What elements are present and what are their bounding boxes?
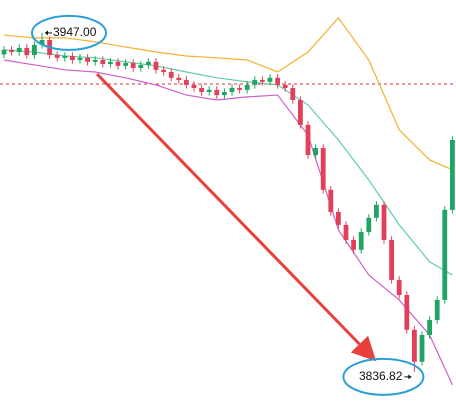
candle-body (214, 89, 220, 96)
candle-body (450, 139, 455, 210)
candle-body (252, 79, 258, 85)
candle-body (222, 91, 227, 96)
candle-body (130, 63, 136, 68)
candle-body (77, 57, 83, 60)
annotation-label: 3836.82 (359, 369, 403, 383)
candle-body (282, 84, 288, 88)
candle-body (62, 55, 68, 58)
candle-body (381, 204, 387, 240)
candle-body (396, 279, 402, 296)
trend-arrow (95, 72, 377, 362)
candle-body (305, 124, 311, 156)
candle-body (229, 87, 235, 92)
candle-body (1, 49, 7, 55)
candle-body (404, 295, 410, 330)
candle-body (206, 89, 212, 92)
candle-body (419, 335, 425, 362)
candle-body (351, 239, 356, 250)
band-line (3, 16, 453, 171)
candle-body (161, 69, 166, 72)
candle-body (70, 55, 75, 60)
annotation-circle (342, 357, 425, 396)
candle-body (320, 147, 326, 190)
candle-body (85, 57, 90, 62)
candle-body (176, 77, 182, 80)
annotation-circle (31, 14, 107, 51)
candle-body (290, 87, 296, 100)
candle-body (244, 84, 250, 90)
candle-body (313, 147, 318, 156)
candle-body (184, 79, 189, 85)
candle-body (32, 44, 37, 56)
candle-body (374, 204, 379, 218)
candle-body (358, 231, 364, 250)
candle-body (260, 79, 265, 82)
candle-body (146, 61, 151, 65)
candle-body (298, 99, 303, 125)
candle-body (412, 329, 417, 362)
candle-body (427, 319, 432, 336)
candle-body (16, 47, 22, 52)
candle-body (123, 63, 128, 66)
candle-body (389, 239, 394, 280)
candle-body (100, 59, 106, 64)
candle-body (237, 87, 242, 90)
candle-body (191, 84, 197, 88)
annotation-pointer-head (45, 30, 48, 36)
candle-body (39, 39, 45, 45)
candle-body (434, 299, 440, 320)
annotation-label: 3947.00 (53, 25, 97, 39)
candle-body (153, 61, 159, 70)
candle-body (9, 49, 14, 52)
candle-body (328, 189, 334, 212)
candle-body (54, 55, 60, 58)
candle-body (275, 77, 280, 85)
candle-body (115, 61, 121, 66)
band-line (3, 59, 453, 386)
candle-body (168, 71, 174, 78)
candle-body (108, 61, 113, 64)
candle-body (442, 209, 448, 300)
candle-body (267, 77, 273, 82)
candle-body (24, 47, 30, 56)
candle-body (138, 64, 144, 68)
candle-body (366, 217, 372, 232)
candle-body (336, 211, 341, 225)
candle-body (343, 224, 349, 240)
annotation-pointer-head (408, 374, 412, 380)
candle-body (92, 59, 98, 62)
candle-body (199, 87, 204, 92)
